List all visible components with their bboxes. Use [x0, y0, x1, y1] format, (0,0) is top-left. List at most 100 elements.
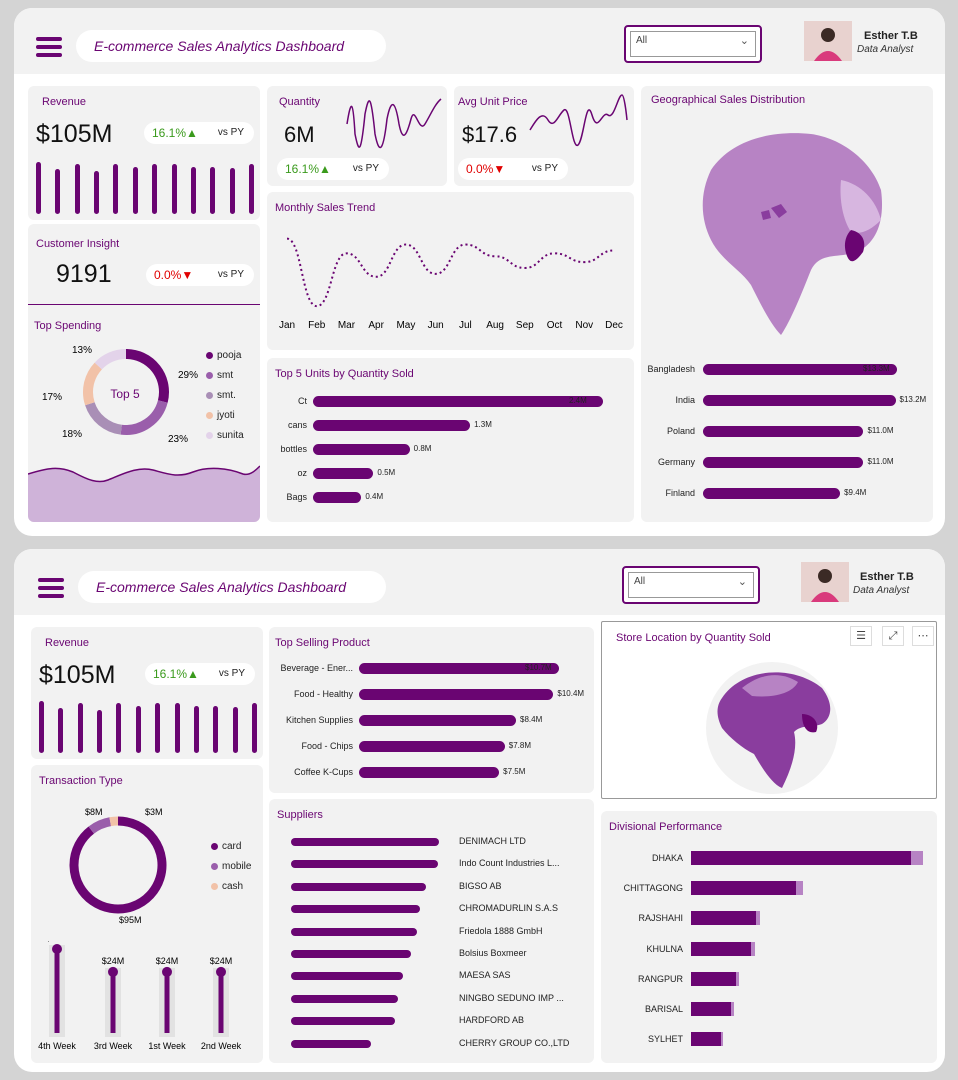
- transaction-label: Transaction Type: [39, 775, 123, 787]
- geo-label: Geographical Sales Distribution: [651, 94, 806, 106]
- geo-bars: Bangladesh $13.3M India $13.2M Poland $11.0M G…: [641, 362, 933, 512]
- divider: [28, 304, 260, 305]
- supplier-row[interactable]: Friedola 1888 GmbH: [269, 925, 594, 937]
- bar-row[interactable]: cans 1.3M: [267, 418, 634, 432]
- suppliers-card: Suppliers DENIMACH LTD Indo Count Industr…: [269, 799, 594, 1063]
- chevron-down-icon: ⌄: [739, 35, 749, 47]
- bar-row[interactable]: Kitchen Supplies $8.4M: [269, 713, 594, 727]
- supplier-row[interactable]: HARDFORD AB: [269, 1014, 594, 1026]
- bar-value-label: $11.0M: [867, 426, 894, 435]
- bar: [313, 468, 374, 479]
- avg-price-value: $17.6: [462, 122, 518, 147]
- supplier-row[interactable]: BIGSO AB: [269, 880, 594, 892]
- week-value-label: $24M: [102, 956, 125, 966]
- legend-item: smt: [206, 370, 233, 382]
- bar-label: bottles: [280, 444, 307, 454]
- dashboard-title: E-commerce Sales Analytics Dashboard: [78, 571, 386, 603]
- top-products-card: Top Selling Product Beverage - Ener... $1…: [269, 627, 594, 793]
- spark-bar: [171, 164, 177, 214]
- supplier-row[interactable]: CHERRY GROUP CO.,LTD: [269, 1037, 594, 1049]
- store-globe-map[interactable]: [702, 658, 842, 798]
- bar-row[interactable]: Beverage - Ener... $10.7M: [269, 661, 594, 675]
- filter-dropdown[interactable]: All ⌄: [622, 566, 760, 604]
- division-bar[interactable]: [691, 1032, 721, 1047]
- month-tick-label: Dec: [605, 320, 623, 331]
- supplier-label: Bolsius Boxmeer: [459, 948, 527, 958]
- bar-row[interactable]: Germany $11.0M: [641, 455, 933, 469]
- bar-row[interactable]: Bags 0.4M: [267, 490, 634, 504]
- bar: [703, 457, 864, 468]
- bar-value-label: $10.7M: [525, 663, 552, 672]
- more-options-icon[interactable]: ⋯: [912, 626, 934, 646]
- bar-row[interactable]: bottles 0.8M: [267, 442, 634, 456]
- division-bar[interactable]: [691, 851, 911, 865]
- bar-label: Bags: [286, 492, 307, 502]
- bar: [703, 395, 896, 406]
- bar-row[interactable]: Food - Chips $7.8M: [269, 739, 594, 753]
- bar-row[interactable]: Poland $11.0M: [641, 424, 933, 438]
- bar-label: India: [675, 395, 695, 405]
- expand-icon[interactable]: ⤢: [882, 626, 904, 646]
- division-bar-secondary: [731, 1002, 734, 1016]
- supplier-label: HARDFORD AB: [459, 1015, 525, 1026]
- supplier-row[interactable]: Indo Count Industries L...: [269, 857, 594, 869]
- division-label: RANGPUR: [637, 973, 683, 984]
- user-name: Esther T.B: [864, 30, 918, 42]
- donut-slice: [85, 401, 123, 435]
- supplier-label: CHROMADURLIN S.A.S: [459, 903, 559, 914]
- bar-value-label: $7.8M: [508, 741, 532, 750]
- filter-icon[interactable]: ☰: [850, 626, 872, 646]
- monthly-trend-chart: Jan Feb Mar Apr May Jun Jul Aug Sep Oct Nov Dec: [279, 237, 623, 331]
- division-bar-secondary: [751, 941, 755, 956]
- bar-row[interactable]: India $13.2M: [641, 393, 933, 407]
- bar-row[interactable]: Ct 2.4M: [267, 394, 634, 408]
- division-label: CHITTAGONG: [623, 883, 683, 894]
- month-tick-label: May: [396, 320, 415, 331]
- supplier-row[interactable]: Bolsius Boxmeer: [269, 947, 594, 959]
- top-products-label: Top Selling Product: [275, 637, 370, 649]
- filter-dropdown[interactable]: All ⌄: [624, 25, 762, 63]
- spark-bar: [248, 164, 254, 214]
- menu-icon[interactable]: [36, 37, 62, 57]
- bar-value-label: 2.4M: [569, 396, 587, 405]
- spark-bar: [36, 162, 41, 214]
- division-bar[interactable]: [691, 941, 751, 956]
- bar-row[interactable]: oz 0.5M: [267, 466, 634, 480]
- donut-slice: [109, 816, 119, 827]
- division-bar-secondary: [721, 1032, 723, 1047]
- supplier-row[interactable]: DENIMACH LTD: [269, 835, 594, 847]
- store-location-card: Store Location by Quantity Sold ☰ ⤢ ⋯: [601, 621, 937, 799]
- donut-slice: [88, 817, 112, 834]
- supplier-row[interactable]: NINGBO SEDUNO IMP ...: [269, 992, 594, 1004]
- globe-map[interactable]: [671, 120, 901, 340]
- geo-card: Geographical Sales Distribution Banglade…: [641, 86, 933, 522]
- legend-item: smt.: [206, 390, 236, 402]
- bar-row[interactable]: Coffee K-Cups $7.5M: [269, 765, 594, 779]
- revenue-label: Revenue: [45, 637, 90, 649]
- bar-row[interactable]: Finland $9.4M: [641, 486, 933, 500]
- bar-row[interactable]: Food - Healthy $10.4M: [269, 687, 594, 701]
- month-tick-label: Apr: [368, 320, 384, 331]
- division-bar-secondary: [736, 971, 739, 986]
- menu-icon[interactable]: [38, 578, 64, 598]
- avg-price-label: Avg Unit Price: [458, 96, 528, 108]
- bar-label: Poland: [666, 426, 695, 436]
- division-label: SYLHET: [647, 1034, 683, 1045]
- division-bar[interactable]: [691, 911, 756, 926]
- supplier-bar: [291, 1017, 395, 1026]
- spark-bar: [55, 169, 61, 214]
- area-decoration: [28, 465, 260, 522]
- filter-value: All: [636, 35, 648, 46]
- bar: [703, 426, 864, 437]
- division-bar[interactable]: [691, 881, 796, 896]
- dashboard-title: E-commerce Sales Analytics Dashboard: [76, 30, 386, 62]
- supplier-row[interactable]: MAESA SAS: [269, 969, 594, 981]
- legend-item: pooja: [206, 350, 241, 362]
- division-bar[interactable]: [691, 971, 736, 986]
- bar-row[interactable]: Bangladesh $13.3M: [641, 362, 933, 376]
- division-bar[interactable]: [691, 1002, 731, 1016]
- week-bar-head: [52, 944, 62, 954]
- week-bar-head: [216, 966, 226, 977]
- supplier-row[interactable]: CHROMADURLIN S.A.S: [269, 902, 594, 914]
- spark-bar: [229, 167, 235, 214]
